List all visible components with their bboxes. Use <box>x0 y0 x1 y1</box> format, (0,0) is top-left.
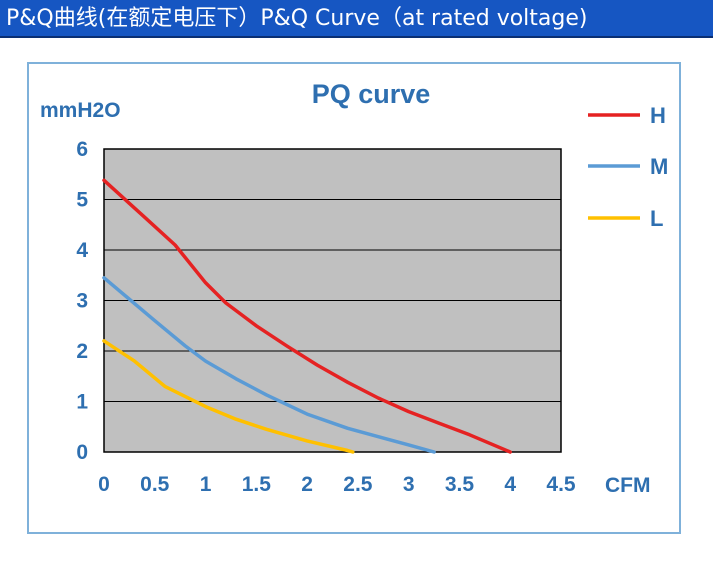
x-tick-label-9: 4.5 <box>546 473 576 496</box>
y-axis-label: mmH2O <box>40 99 121 122</box>
x-tick-label-0: 0 <box>98 473 110 496</box>
x-tick-label-3: 1.5 <box>242 473 272 496</box>
y-tick-label-6: 6 <box>76 138 88 161</box>
y-tick-label-3: 3 <box>76 290 88 313</box>
x-tick-label-2: 1 <box>200 473 212 496</box>
x-tick-label-4: 2 <box>301 473 313 496</box>
y-tick-label-0: 0 <box>76 441 88 464</box>
legend-label-h: H <box>650 103 666 128</box>
x-tick-label-8: 4 <box>504 473 516 496</box>
banner-title: P&Q曲线(在额定电压下）P&Q Curve（at rated voltage) <box>6 6 588 31</box>
x-tick-label-5: 2.5 <box>343 473 373 496</box>
series-line-m <box>102 276 436 454</box>
x-tick-label-7: 3.5 <box>445 473 475 496</box>
y-tick-label-5: 5 <box>76 189 88 212</box>
y-tick-label-2: 2 <box>76 340 88 363</box>
y-tick-label-4: 4 <box>76 239 88 262</box>
series-line-l <box>102 339 355 454</box>
y-tick-label-1: 1 <box>76 391 88 414</box>
x-tick-label-1: 0.5 <box>140 473 170 496</box>
legend-label-m: M <box>650 154 668 179</box>
series-line-h <box>102 178 512 454</box>
x-tick-label-6: 3 <box>403 473 415 496</box>
chart-title: PQ curve <box>312 79 431 109</box>
title-banner: P&Q曲线(在额定电压下）P&Q Curve（at rated voltage) <box>0 0 713 38</box>
x-axis-label: CFM <box>605 474 651 497</box>
legend-label-l: L <box>650 206 663 231</box>
